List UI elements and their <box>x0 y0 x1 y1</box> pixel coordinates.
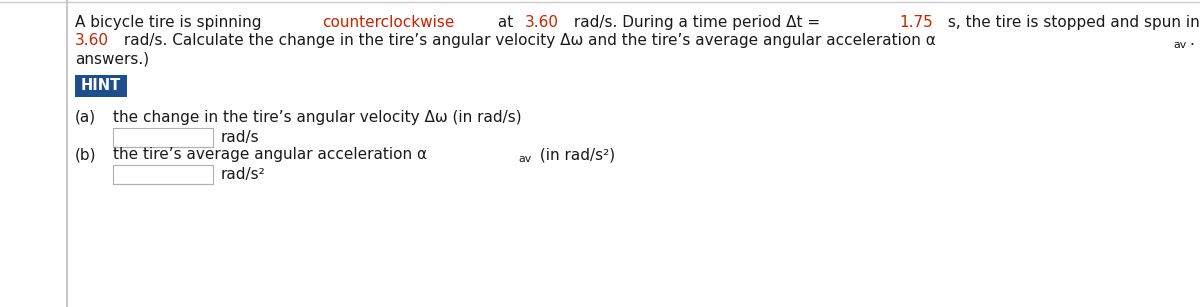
Text: 1.75: 1.75 <box>899 15 934 30</box>
Text: 3.60: 3.60 <box>526 15 559 30</box>
Text: the tire’s average angular acceleration α: the tire’s average angular acceleration … <box>113 147 427 162</box>
Text: answers.): answers.) <box>74 51 149 66</box>
Text: at: at <box>493 15 518 30</box>
Text: counterclockwise: counterclockwise <box>322 15 455 30</box>
Text: the change in the tire’s angular velocity Δω (in rad/s): the change in the tire’s angular velocit… <box>113 110 522 125</box>
Text: (a): (a) <box>74 110 96 125</box>
Text: HINT: HINT <box>80 79 121 94</box>
FancyBboxPatch shape <box>113 165 214 184</box>
Text: . (Indicate the direction with the signs of your: . (Indicate the direction with the signs… <box>1190 33 1200 48</box>
Text: (in rad/s²): (in rad/s²) <box>535 147 616 162</box>
Text: rad/s. Calculate the change in the tire’s angular velocity Δω and the tire’s ave: rad/s. Calculate the change in the tire’… <box>119 33 936 48</box>
Text: rad/s²: rad/s² <box>221 167 265 182</box>
Text: A bicycle tire is spinning: A bicycle tire is spinning <box>76 15 266 30</box>
Text: rad/s: rad/s <box>221 130 259 145</box>
Text: 3.60: 3.60 <box>76 33 109 48</box>
Text: av: av <box>518 154 532 164</box>
FancyBboxPatch shape <box>113 128 214 147</box>
Text: rad/s. During a time period Δt =: rad/s. During a time period Δt = <box>569 15 826 30</box>
Text: s, the tire is stopped and spun in the opposite (: s, the tire is stopped and spun in the o… <box>943 15 1200 30</box>
Text: (b): (b) <box>74 147 96 162</box>
Text: av: av <box>1172 40 1186 50</box>
FancyBboxPatch shape <box>74 75 127 97</box>
